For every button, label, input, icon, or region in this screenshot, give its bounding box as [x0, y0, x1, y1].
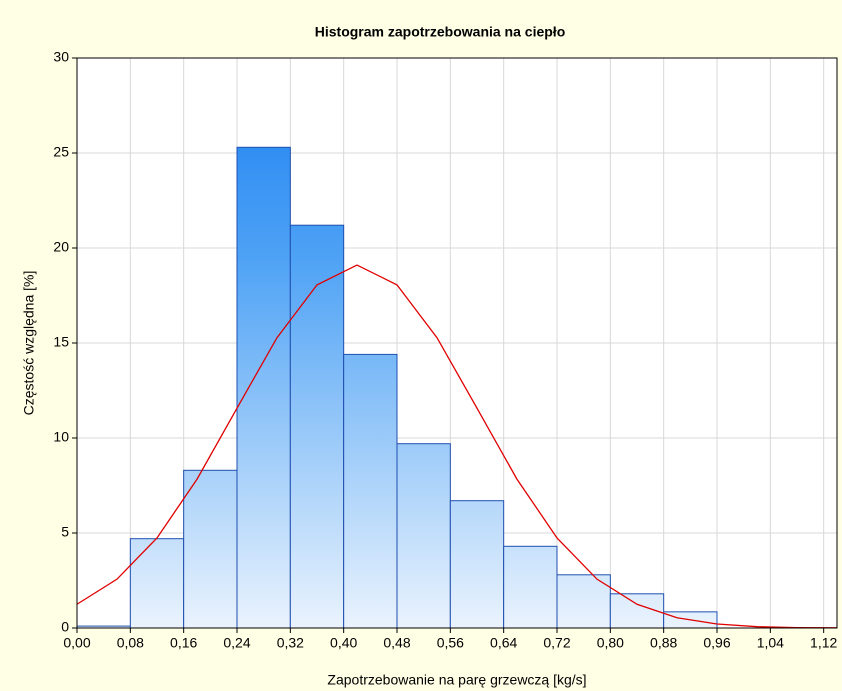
- y-tick-label: 5: [61, 524, 69, 540]
- fit-curve: [76, 264, 838, 629]
- y-tick-label: 0: [61, 619, 69, 635]
- bar: [183, 469, 238, 629]
- x-axis-label: Zapotrzebowanie na parę grzewczą [kg/s]: [327, 672, 586, 688]
- overlay: 0 5 10 15 20 25 30 0,00 0,08 0,16 0,24 0,32 0,40 0,48…: [53, 49, 837, 651]
- chart-title: Histogram zapotrzebowania na ciepło: [315, 24, 566, 40]
- x-tick-label: 0,88: [650, 635, 677, 651]
- x-tick-label: 0,00: [63, 635, 90, 651]
- bar: [449, 500, 505, 629]
- y-axis-label: Częstość względna [%]: [21, 271, 37, 416]
- x-tick-label: 0,24: [223, 635, 250, 651]
- bar: [236, 146, 291, 629]
- bar: [396, 443, 451, 629]
- bar: [343, 353, 398, 629]
- bar: [503, 545, 558, 629]
- bar: [289, 224, 345, 629]
- x-tick-label: 1,12: [810, 635, 837, 651]
- plot-frame: [76, 57, 838, 629]
- x-tick-label: 0,40: [330, 635, 357, 651]
- bar: [129, 538, 185, 629]
- bars: [76, 146, 718, 629]
- y-tick-label: 10: [53, 429, 69, 445]
- x-tick-label: 0,56: [437, 635, 464, 651]
- y-tick-label: 25: [53, 144, 69, 160]
- x-tick-label: 1,04: [757, 635, 784, 651]
- x-tick-label: 0,16: [170, 635, 197, 651]
- y-tick-label: 15: [53, 334, 69, 350]
- x-tick-label: 0,96: [703, 635, 730, 651]
- x-tick-label: 0,64: [490, 635, 517, 651]
- y-tick-label: 30: [53, 49, 69, 65]
- x-tick-label: 0,48: [383, 635, 410, 651]
- x-tick-label: 0,72: [543, 635, 570, 651]
- y-tick-label: 20: [53, 239, 69, 255]
- x-tick-label: 0,80: [597, 635, 624, 651]
- x-tick-label: 0,32: [277, 635, 304, 651]
- x-tick-label: 0,08: [117, 635, 144, 651]
